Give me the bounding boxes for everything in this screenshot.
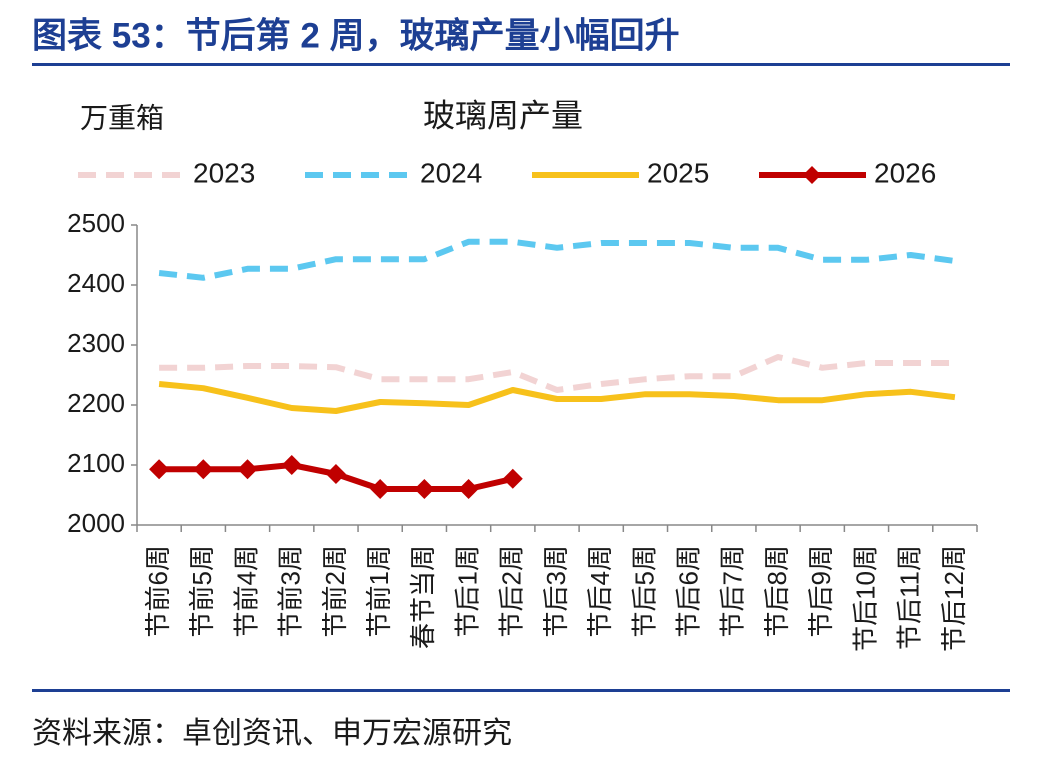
- y-tick-label: 2500: [67, 208, 125, 238]
- x-tick-label: 节后4周: [585, 545, 615, 637]
- series-line: [159, 354, 955, 393]
- x-tick-label: 节后9周: [806, 545, 836, 637]
- point-marker: [149, 459, 170, 480]
- x-tick-label: 春节当周: [408, 545, 438, 649]
- point-marker: [281, 455, 302, 475]
- point-marker: [325, 464, 346, 484]
- point-marker: [370, 479, 391, 499]
- x-tick-label: 节后6周: [674, 545, 704, 637]
- title-rule: [32, 63, 1010, 66]
- x-tick-label: 节后12周: [939, 545, 969, 652]
- x-tick-label: 节前3周: [276, 545, 306, 637]
- series-line: [158, 381, 956, 414]
- x-tick-label: 节后7周: [718, 545, 748, 637]
- legend-label: 2026: [874, 157, 936, 188]
- x-tick-label: 节前2周: [320, 545, 350, 637]
- point-marker: [414, 479, 435, 499]
- page-title: 图表 53：节后第 2 周，玻璃产量小幅回升: [32, 16, 680, 55]
- x-tick-label: 节前6周: [143, 545, 173, 637]
- x-tick-label: 节后10周: [850, 545, 880, 652]
- x-tick-label: 节后1周: [452, 545, 482, 637]
- x-tick-label: 节前4周: [231, 545, 261, 637]
- y-tick-label: 2000: [67, 508, 125, 538]
- x-tick-label: 节后2周: [497, 545, 527, 637]
- y-tick-label: 2200: [67, 388, 125, 418]
- legend-label: 2025: [647, 157, 709, 188]
- point-marker: [237, 459, 258, 480]
- x-tick-label: 节前5周: [187, 545, 217, 637]
- point-marker: [458, 479, 479, 499]
- x-tick-label: 节前1周: [364, 545, 394, 637]
- source-rule: [32, 689, 1010, 692]
- source: 资料来源：卓创资讯、申万宏源研究: [32, 717, 512, 750]
- x-tick-label: 节后5周: [629, 545, 659, 637]
- point-marker: [193, 459, 214, 480]
- y-tick-label: 2100: [67, 448, 125, 478]
- y-tick-label: 2300: [67, 328, 125, 358]
- y-axis-label: 万重箱: [80, 102, 164, 133]
- x-tick-label: 节后11周: [895, 545, 925, 650]
- y-tick-label: 2400: [67, 268, 125, 298]
- point-marker: [502, 468, 523, 489]
- x-tick-label: 节后8周: [762, 545, 792, 637]
- legend-marker: [803, 166, 821, 184]
- legend-label: 2024: [420, 157, 482, 188]
- series-line: [158, 238, 956, 281]
- chart-title: 玻璃周产量: [423, 97, 583, 133]
- legend-label: 2023: [193, 157, 255, 188]
- x-tick-label: 节后3周: [541, 545, 571, 637]
